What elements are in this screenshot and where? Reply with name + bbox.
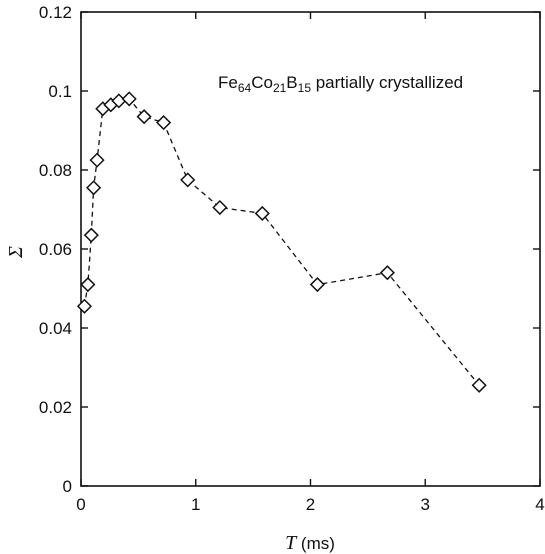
x-tick-label: 2	[306, 495, 315, 514]
data-series	[76, 91, 487, 393]
y-tick-label: 0.02	[39, 398, 72, 417]
annotation-part: 15	[298, 81, 312, 95]
data-point-diamond	[379, 265, 395, 281]
y-tick-label: 0.1	[48, 82, 72, 101]
data-point-diamond	[254, 205, 270, 222]
material-annotation: Fe64Co21B15 partially crystallized	[218, 73, 463, 95]
x-tick-label: 3	[421, 495, 430, 514]
x-tick-label: 0	[76, 495, 85, 514]
data-point-diamond	[180, 172, 196, 188]
y-tick-label: 0.06	[39, 240, 72, 259]
series-line	[83, 98, 480, 386]
x-tick-label: 4	[535, 495, 544, 514]
data-point-diamond	[309, 276, 325, 293]
x-axis-symbol: T	[285, 532, 298, 554]
annotation-part: B	[286, 73, 297, 92]
data-point-diamond	[80, 276, 96, 293]
y-tick-label: 0	[63, 477, 72, 496]
annotation-part: Fe	[218, 73, 238, 92]
data-point-diamond	[83, 227, 99, 243]
data-point-diamond	[156, 115, 172, 131]
x-axis-title: T (ms)	[285, 532, 335, 554]
axis-ticks: 0 1 2 3 4 0 0.02 0.04 0.06 0.08 0.1 0.12	[39, 3, 545, 514]
data-point-diamond	[76, 298, 93, 314]
data-point-diamond	[86, 180, 102, 196]
annotation-part: 64	[238, 81, 252, 95]
data-point-diamond	[136, 109, 152, 125]
annotation-part: Co	[251, 73, 273, 92]
y-axis-title: Σ	[5, 246, 27, 259]
y-tick-label: 0.08	[39, 161, 72, 180]
data-point-diamond	[212, 199, 228, 216]
x-axis-unit: (ms)	[296, 534, 335, 553]
annotation-part: 21	[273, 81, 287, 95]
data-point-diamond	[89, 152, 105, 168]
annotation-part: partially crystallized	[311, 73, 463, 92]
data-point-diamond	[471, 377, 487, 393]
y-tick-label: 0.04	[39, 319, 72, 338]
y-tick-label: 0.12	[39, 3, 72, 22]
x-tick-label: 1	[191, 495, 200, 514]
data-point-diamond	[121, 91, 137, 107]
